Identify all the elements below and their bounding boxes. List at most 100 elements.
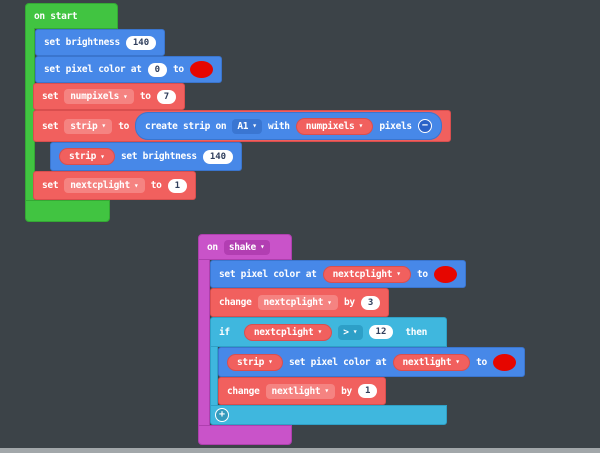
- window-bottom-edge: [0, 448, 600, 453]
- dropdown-icon: ▾: [396, 269, 402, 278]
- operator-dropdown[interactable]: > ▾: [338, 324, 363, 340]
- strip-set-brightness-label: set brightness: [120, 151, 197, 162]
- minus-icon: −: [421, 120, 428, 131]
- set-label: set: [42, 120, 59, 132]
- nextcplight-condition-label: nextcplight: [253, 326, 314, 338]
- set-brightness-label: set brightness: [44, 37, 120, 48]
- dropdown-icon: ▾: [268, 357, 273, 366]
- set-label: set: [42, 180, 59, 191]
- change-value-input[interactable]: 1: [357, 384, 378, 398]
- numpixels-value-input[interactable]: 7: [156, 89, 177, 104]
- if-label: if: [219, 326, 230, 338]
- on-start-foot[interactable]: [25, 200, 110, 222]
- create-strip-label: create strip on: [145, 120, 227, 132]
- set-pixel-color-label: set pixel color at: [288, 356, 387, 368]
- set-pixel-color-block[interactable]: set pixel color at 0 to: [35, 56, 222, 83]
- strip-variable-dropdown[interactable]: strip ▾: [64, 118, 113, 134]
- set-pixel-color-label: set pixel color at: [44, 64, 142, 75]
- shake-event-dropdown[interactable]: shake ▾: [223, 239, 270, 255]
- to-label: to: [172, 64, 184, 75]
- if-block-header[interactable]: if nextcplight ▾ > ▾ 12 then: [210, 317, 447, 347]
- operator-label: >: [343, 326, 349, 338]
- nextlight-variable-label: nextlight: [271, 385, 321, 397]
- on-shake-hat[interactable]: on shake ▾: [198, 234, 292, 260]
- brightness-value-input[interactable]: 140: [125, 35, 157, 50]
- dropdown-icon: ▾: [324, 386, 330, 395]
- set-pixel-color-label: set pixel color at: [219, 268, 317, 280]
- set-numpixels-block[interactable]: set numpixels ▾ to 7: [33, 83, 186, 110]
- strip-brightness-value-input[interactable]: 140: [202, 149, 234, 164]
- shake-set-pixel-color-block[interactable]: set pixel color at nextcplight ▾ to: [210, 260, 466, 288]
- pixel-index-input[interactable]: 0: [147, 62, 167, 77]
- set-brightness-block[interactable]: set brightness 140: [35, 29, 166, 56]
- strip-variable-pill[interactable]: strip ▾: [59, 148, 115, 165]
- color-picker-red[interactable]: [189, 61, 213, 78]
- on-label: on: [207, 241, 218, 253]
- pin-label: A1: [237, 120, 249, 132]
- nextcplight-variable-label: nextcplight: [263, 297, 324, 308]
- to-label: to: [476, 356, 487, 368]
- with-label: with: [268, 120, 290, 132]
- change-label: change: [219, 297, 252, 308]
- collapse-minus-button[interactable]: −: [417, 119, 432, 133]
- dropdown-icon: ▾: [352, 327, 358, 336]
- on-shake-foot[interactable]: [198, 425, 292, 445]
- strip-set-brightness-block[interactable]: strip ▾ set brightness 140: [50, 142, 243, 171]
- to-label: to: [118, 120, 130, 132]
- nextcplight-argument-label: nextcplight: [332, 268, 393, 280]
- change-nextcplight-block[interactable]: change nextcplight ▾ by 3: [210, 288, 390, 317]
- on-start-hat[interactable]: on start: [25, 3, 118, 29]
- by-label: by: [341, 385, 352, 397]
- dropdown-icon: ▾: [123, 91, 128, 101]
- numpixels-variable-dropdown[interactable]: numpixels ▾: [64, 89, 134, 104]
- if-block-bottom-bar[interactable]: +: [210, 405, 447, 425]
- nextcplight-variable-dropdown[interactable]: nextcplight ▾: [64, 178, 145, 193]
- shake-event-label: shake: [228, 241, 256, 253]
- set-label: set: [42, 91, 59, 102]
- dropdown-icon: ▾: [358, 121, 364, 130]
- if-condition-variable-pill[interactable]: nextcplight ▾: [243, 323, 333, 341]
- nextcplight-variable-dropdown[interactable]: nextcplight ▾: [257, 295, 338, 310]
- nextlight-argument-label: nextlight: [402, 356, 452, 368]
- on-start-label: on start: [34, 10, 78, 22]
- numpixels-variable-label: numpixels: [70, 91, 120, 102]
- if-block-spine[interactable]: [210, 347, 218, 405]
- nextcplight-argument-pill[interactable]: nextcplight ▾: [322, 265, 412, 283]
- pin-dropdown[interactable]: A1 ▾: [232, 118, 263, 134]
- dropdown-icon: ▾: [327, 297, 332, 307]
- dropdown-icon: ▾: [317, 327, 323, 336]
- to-label: to: [417, 268, 428, 280]
- by-label: by: [343, 297, 355, 308]
- create-strip-reporter[interactable]: create strip on A1 ▾ with numpixels ▾ pi…: [135, 112, 442, 140]
- dropdown-icon: ▾: [259, 242, 265, 251]
- on-shake-spine[interactable]: [198, 260, 210, 425]
- change-label: change: [227, 385, 260, 397]
- set-nextcplight-block[interactable]: set nextcplight ▾ to 1: [33, 171, 196, 200]
- dropdown-icon: ▾: [101, 121, 107, 130]
- strip-variable-label: strip: [237, 356, 265, 368]
- change-value-input[interactable]: 3: [360, 295, 381, 310]
- strip-variable-pill[interactable]: strip ▾: [227, 353, 283, 371]
- nextlight-variable-dropdown[interactable]: nextlight ▾: [265, 383, 336, 399]
- then-label: then: [405, 326, 428, 338]
- pixels-label: pixels: [379, 120, 412, 132]
- nextlight-argument-pill[interactable]: nextlight ▾: [392, 353, 471, 371]
- dropdown-icon: ▾: [133, 180, 139, 190]
- if-compare-value-input[interactable]: 12: [368, 325, 394, 339]
- nextcplight-variable-label: nextcplight: [70, 180, 130, 191]
- strip-variable-label: strip: [70, 120, 98, 132]
- strip-set-pixel-color-block[interactable]: strip ▾ set pixel color at nextlight ▾ t…: [218, 347, 525, 377]
- to-label: to: [150, 180, 162, 191]
- numpixels-argument-pill[interactable]: numpixels ▾: [295, 117, 374, 135]
- nextcplight-value-input[interactable]: 1: [167, 178, 187, 193]
- color-picker-red[interactable]: [492, 353, 516, 371]
- set-strip-block[interactable]: set strip ▾ to create strip on A1 ▾ with…: [33, 110, 451, 142]
- expand-plus-button[interactable]: +: [215, 408, 229, 422]
- dropdown-icon: ▾: [100, 151, 105, 161]
- color-picker-red[interactable]: [433, 265, 457, 283]
- change-nextlight-block[interactable]: change nextlight ▾ by 1: [218, 377, 387, 405]
- plus-icon: +: [218, 409, 226, 420]
- to-label: to: [139, 91, 151, 102]
- numpixels-argument-label: numpixels: [305, 120, 355, 132]
